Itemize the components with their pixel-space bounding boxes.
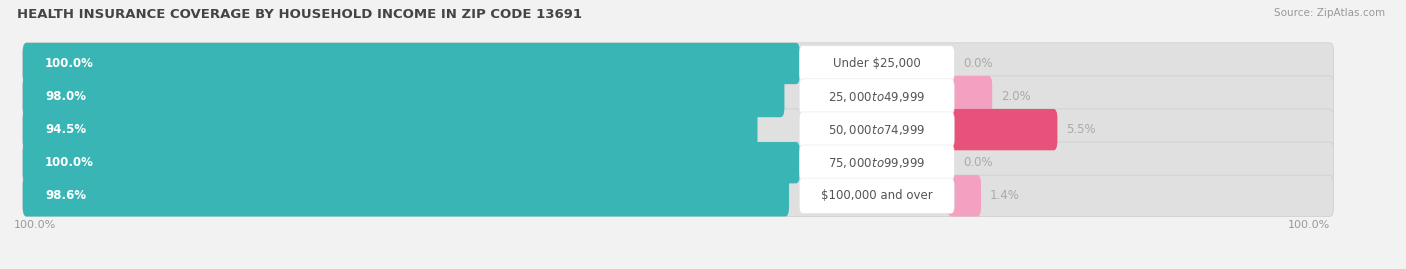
Text: 100.0%: 100.0%: [45, 156, 94, 169]
Text: $25,000 to $49,999: $25,000 to $49,999: [828, 90, 925, 104]
FancyBboxPatch shape: [22, 142, 1334, 183]
FancyBboxPatch shape: [799, 79, 955, 114]
FancyBboxPatch shape: [948, 109, 1057, 150]
FancyBboxPatch shape: [22, 109, 1334, 150]
Text: 100.0%: 100.0%: [45, 57, 94, 70]
Text: 2.0%: 2.0%: [1001, 90, 1031, 103]
Text: $50,000 to $74,999: $50,000 to $74,999: [828, 123, 925, 137]
FancyBboxPatch shape: [22, 76, 1334, 117]
FancyBboxPatch shape: [799, 112, 955, 147]
Text: 1.4%: 1.4%: [990, 189, 1019, 202]
FancyBboxPatch shape: [22, 43, 800, 84]
Text: 5.5%: 5.5%: [1066, 123, 1095, 136]
FancyBboxPatch shape: [22, 142, 800, 183]
Text: 98.0%: 98.0%: [45, 90, 86, 103]
FancyBboxPatch shape: [799, 145, 955, 180]
Text: 98.6%: 98.6%: [45, 189, 86, 202]
Text: Source: ZipAtlas.com: Source: ZipAtlas.com: [1274, 8, 1385, 18]
FancyBboxPatch shape: [799, 178, 955, 214]
FancyBboxPatch shape: [22, 109, 758, 150]
Text: 94.5%: 94.5%: [45, 123, 86, 136]
Text: $100,000 and over: $100,000 and over: [821, 189, 932, 202]
FancyBboxPatch shape: [799, 46, 955, 81]
FancyBboxPatch shape: [22, 76, 785, 117]
FancyBboxPatch shape: [948, 175, 981, 217]
Text: HEALTH INSURANCE COVERAGE BY HOUSEHOLD INCOME IN ZIP CODE 13691: HEALTH INSURANCE COVERAGE BY HOUSEHOLD I…: [17, 8, 582, 21]
Text: 100.0%: 100.0%: [14, 220, 56, 229]
Text: $75,000 to $99,999: $75,000 to $99,999: [828, 156, 925, 170]
FancyBboxPatch shape: [22, 175, 1334, 217]
Text: 100.0%: 100.0%: [1288, 220, 1330, 229]
FancyBboxPatch shape: [948, 76, 993, 117]
FancyBboxPatch shape: [22, 43, 1334, 84]
Text: 0.0%: 0.0%: [963, 156, 993, 169]
Text: Under $25,000: Under $25,000: [832, 57, 921, 70]
FancyBboxPatch shape: [22, 175, 789, 217]
Text: 0.0%: 0.0%: [963, 57, 993, 70]
